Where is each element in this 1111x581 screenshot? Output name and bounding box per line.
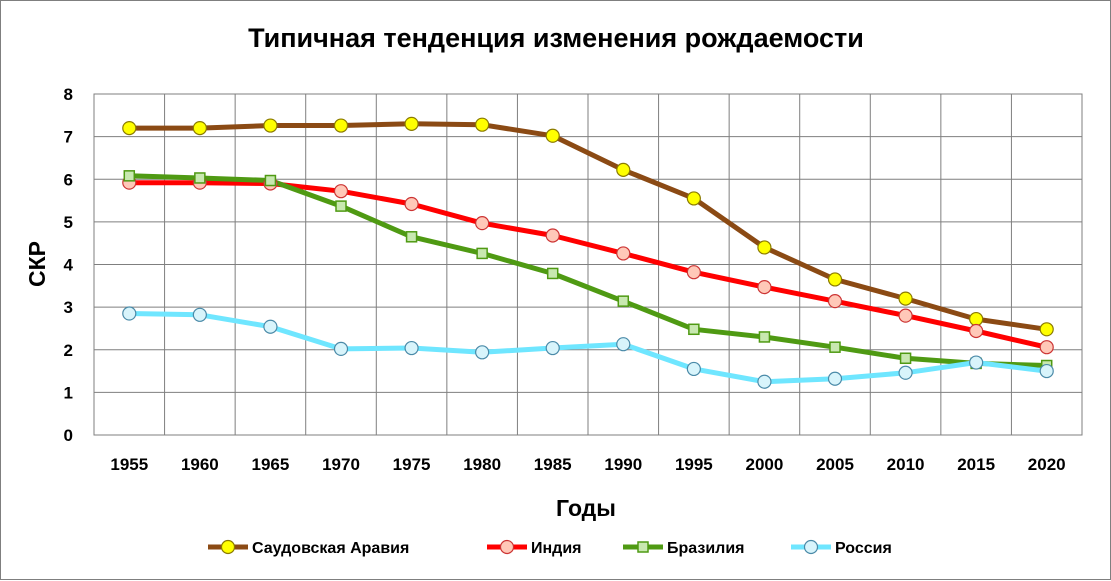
data-point	[476, 247, 488, 260]
data-point	[545, 228, 560, 243]
data-point	[898, 308, 913, 323]
data-point	[333, 118, 349, 133]
data-point	[404, 116, 419, 131]
data-point	[264, 174, 277, 187]
data-point	[122, 306, 137, 321]
data-point	[898, 365, 913, 380]
x-tick-label: 2010	[887, 455, 925, 474]
y-tick-label: 7	[64, 128, 73, 147]
data-point	[123, 170, 136, 182]
data-point	[192, 120, 207, 136]
data-point	[335, 200, 347, 212]
series-markers	[122, 116, 1054, 389]
x-tick-label: 1975	[393, 455, 431, 474]
data-point	[616, 246, 631, 261]
data-point	[899, 352, 912, 365]
y-axis-label: СКР	[24, 241, 50, 287]
plot-area	[93, 93, 1083, 436]
y-axis-ticks: 0 1 2 3 4 5 6 7 8	[64, 85, 74, 445]
legend: Саудовская Аравия Индия Бразилия Россия	[208, 539, 892, 557]
data-point	[686, 191, 701, 206]
y-tick-label: 1	[64, 383, 73, 402]
data-point	[757, 279, 772, 295]
legend-label: Бразилия	[667, 540, 745, 557]
data-point	[475, 216, 490, 231]
data-point	[475, 117, 490, 132]
data-point	[405, 231, 418, 243]
data-point	[1039, 322, 1054, 337]
data-point	[545, 128, 560, 143]
data-point	[192, 307, 207, 322]
data-point	[404, 196, 419, 212]
y-tick-label: 6	[64, 170, 73, 189]
x-tick-label: 2020	[1028, 455, 1066, 474]
y-tick-label: 3	[64, 298, 73, 317]
y-tick-label: 2	[64, 341, 73, 360]
data-point	[969, 311, 984, 327]
data-point	[898, 291, 913, 306]
x-tick-label: 2015	[957, 455, 995, 474]
x-tick-label: 2005	[816, 455, 854, 474]
data-point	[1039, 340, 1054, 355]
y-tick-label: 5	[64, 213, 73, 232]
data-point	[1039, 363, 1054, 379]
x-tick-label: 1955	[110, 455, 148, 474]
series-line	[126, 173, 1050, 368]
x-tick-label: 1985	[534, 455, 572, 474]
x-axis-ticks: 1955 1960 1965 1970 1975 1980 1985 1990 1995 2000…	[110, 455, 1065, 474]
data-point	[757, 374, 772, 389]
data-point	[757, 240, 772, 255]
x-axis-label: Годы	[556, 495, 616, 521]
data-point	[122, 120, 137, 136]
legend-marker	[803, 539, 819, 555]
data-point	[686, 361, 701, 377]
series-lines	[126, 121, 1050, 385]
data-point	[827, 272, 843, 287]
data-point	[969, 355, 984, 370]
x-tick-label: 1995	[675, 455, 713, 474]
x-tick-label: 1965	[252, 455, 290, 474]
data-point	[617, 295, 630, 307]
series-line	[126, 311, 1050, 385]
data-point	[263, 118, 278, 133]
data-point	[263, 319, 278, 334]
data-point	[758, 331, 771, 343]
data-point	[616, 162, 631, 177]
data-point	[969, 323, 984, 339]
data-point	[545, 340, 560, 356]
data-point	[688, 323, 700, 336]
legend-marker	[637, 541, 649, 553]
data-point	[404, 340, 419, 356]
data-point	[827, 371, 843, 386]
series-line	[126, 121, 1050, 332]
x-tick-label: 1970	[322, 455, 360, 474]
data-point	[827, 294, 843, 309]
legend-marker	[499, 539, 515, 555]
gridlines	[93, 93, 1083, 436]
chart-title: Типичная тенденция изменения рождаемости	[248, 23, 864, 53]
data-point	[194, 172, 206, 184]
y-tick-label: 4	[64, 256, 74, 275]
legend-label: Саудовская Аравия	[252, 540, 409, 557]
data-point	[546, 267, 559, 280]
data-point	[475, 345, 490, 360]
data-point	[333, 184, 349, 199]
data-point	[686, 265, 701, 280]
y-tick-label: 0	[64, 426, 73, 445]
y-tick-label: 8	[64, 85, 73, 104]
data-point	[616, 337, 631, 352]
legend-marker	[220, 539, 236, 555]
legend-label: Россия	[835, 540, 892, 557]
legend-label: Индия	[531, 540, 582, 557]
x-tick-label: 1980	[463, 455, 501, 474]
data-point	[829, 341, 841, 353]
x-tick-label: 2000	[746, 455, 784, 474]
x-tick-label: 1960	[181, 455, 219, 474]
x-tick-label: 1990	[604, 455, 642, 474]
data-point	[333, 341, 349, 356]
